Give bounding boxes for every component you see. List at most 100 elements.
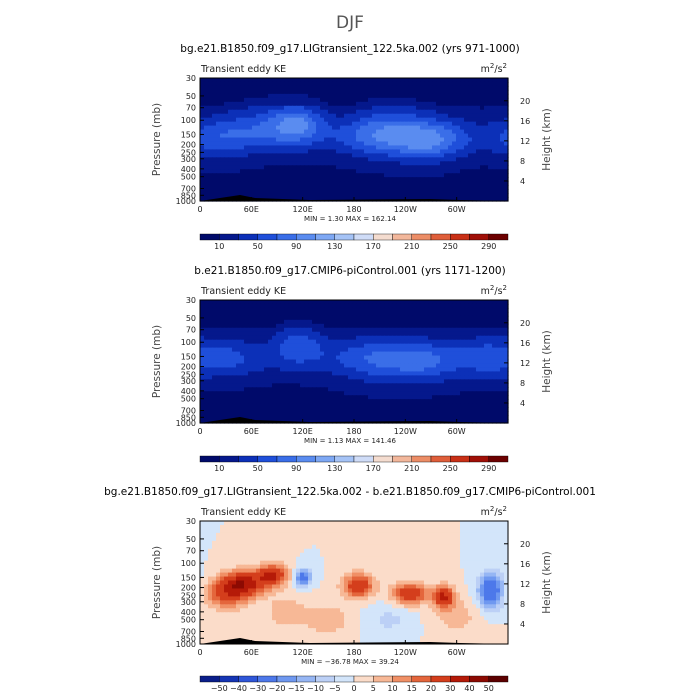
heatmap-cell	[348, 165, 353, 170]
heatmap-cell	[404, 307, 409, 313]
heatmap-cell	[244, 355, 249, 361]
heatmap-cell	[304, 419, 309, 424]
heatmap-cell	[236, 81, 241, 87]
heatmap-cell	[328, 161, 333, 166]
heatmap-cell	[472, 419, 477, 424]
heatmap-cell	[216, 173, 221, 178]
heatmap-cell	[200, 185, 205, 190]
heatmap-cell	[240, 165, 245, 170]
heatmap-cell	[316, 89, 321, 95]
heatmap-cell	[440, 343, 445, 349]
heatmap-cell	[364, 109, 369, 115]
heatmap-cell	[240, 193, 245, 198]
heatmap-cell	[356, 109, 361, 115]
heatmap-cell	[380, 149, 385, 154]
heatmap-cell	[204, 300, 209, 305]
colorbar-label: 250	[443, 242, 458, 251]
heatmap-cell	[356, 387, 361, 392]
heatmap-cell	[328, 85, 333, 91]
heatmap-cell	[360, 129, 365, 135]
heatmap-cell	[216, 113, 221, 119]
heatmap-cell	[404, 331, 409, 337]
heatmap-cell	[364, 351, 369, 357]
heatmap-cell	[304, 355, 309, 361]
heatmap-cell	[328, 323, 333, 329]
heatmap-cell	[288, 395, 293, 400]
heatmap-cell	[472, 133, 477, 139]
heatmap-cell	[204, 521, 209, 526]
heatmap-cell	[332, 387, 337, 392]
heatmap-cell	[280, 323, 285, 329]
heatmap-cell	[468, 137, 473, 143]
heatmap-cell	[480, 137, 485, 143]
heatmap-cell	[208, 113, 213, 119]
heatmap-cell	[436, 169, 441, 174]
heatmap-cell	[200, 181, 205, 186]
heatmap-cell	[456, 149, 461, 154]
x-tick-label: 120W	[394, 205, 417, 214]
heatmap-cell	[412, 78, 417, 83]
heatmap-cell	[280, 339, 285, 345]
heatmap-cell	[308, 335, 313, 341]
heatmap-cell	[216, 375, 221, 380]
heatmap-cell	[308, 379, 313, 384]
heatmap-cell	[488, 335, 493, 341]
heatmap-cell	[208, 300, 213, 305]
heatmap-cell	[496, 117, 501, 123]
heatmap-cell	[348, 101, 353, 107]
heatmap-cell	[472, 129, 477, 135]
heatmap-cell	[232, 351, 237, 357]
heatmap-cell	[488, 153, 493, 158]
heatmap-cell	[296, 347, 301, 353]
heatmap-cell	[268, 391, 273, 396]
heatmap-cell	[412, 403, 417, 408]
heatmap-cell	[296, 307, 301, 313]
heatmap-cell	[408, 307, 413, 313]
heatmap-cell	[256, 343, 261, 349]
heatmap-cell	[220, 177, 225, 182]
heatmap-cell	[380, 89, 385, 95]
x-tick-label: 60W	[448, 205, 466, 214]
heatmap-cell	[296, 97, 301, 103]
units-part: 2	[490, 505, 494, 513]
heatmap-cell	[360, 141, 365, 147]
heatmap-cell	[436, 331, 441, 337]
heatmap-cell	[344, 311, 349, 317]
heatmap-cell	[216, 85, 221, 91]
heatmap-cell	[256, 359, 261, 365]
heatmap-cell	[364, 117, 369, 123]
heatmap-cell	[496, 315, 501, 321]
heatmap-cell	[316, 419, 321, 424]
heatmap-cell	[412, 181, 417, 186]
heatmap-cell	[364, 141, 369, 147]
heatmap-cell	[412, 383, 417, 388]
heatmap-cell	[416, 161, 421, 166]
heatmap-cell	[396, 133, 401, 139]
heatmap-cell	[332, 113, 337, 119]
heatmap-cell	[484, 153, 489, 158]
heatmap-cell	[464, 399, 469, 404]
heatmap-cell	[356, 101, 361, 107]
heatmap-cell	[452, 169, 457, 174]
heatmap-cell	[420, 319, 425, 325]
heatmap-cell	[376, 113, 381, 119]
heatmap-cell	[412, 371, 417, 376]
heatmap-cell	[472, 125, 477, 131]
heatmap-cell	[252, 169, 257, 174]
heatmap-cell	[288, 415, 293, 420]
heatmap-cell	[288, 105, 293, 111]
heatmap-cell	[232, 327, 237, 333]
heatmap-cell	[436, 379, 441, 384]
heatmap-cell	[260, 109, 265, 115]
heatmap-cell	[304, 185, 309, 190]
heatmap-cell	[320, 165, 325, 170]
heatmap-cell	[420, 407, 425, 412]
heatmap-cell	[328, 319, 333, 325]
heatmap-cell	[224, 93, 229, 99]
heatmap-cell	[424, 149, 429, 154]
heatmap-cell	[424, 411, 429, 416]
heatmap-cell	[384, 363, 389, 369]
heatmap-cell	[360, 307, 365, 313]
heatmap-cell	[264, 399, 269, 404]
heatmap-cell	[360, 355, 365, 361]
